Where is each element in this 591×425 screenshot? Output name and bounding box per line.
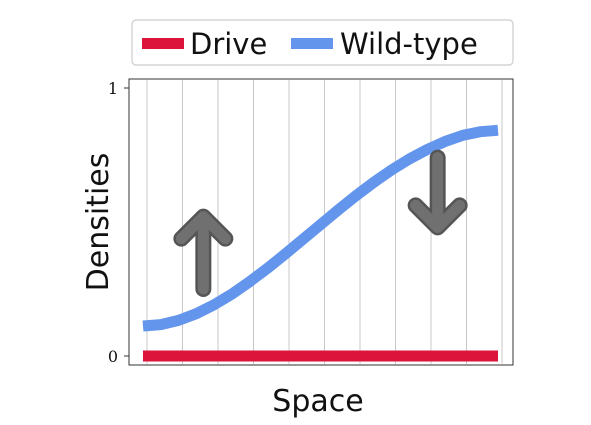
legend-label-wild-type: Wild-type — [340, 27, 478, 61]
y-ticks: 01 — [108, 79, 129, 366]
annotation-layer — [173, 149, 468, 297]
legend-swatch-wild-type — [291, 38, 333, 49]
legend-label-drive: Drive — [190, 27, 267, 61]
series-line-wild-type — [142, 124, 499, 332]
arrow-down-icon — [407, 149, 468, 236]
legend: Drive Wild-type — [131, 19, 514, 66]
plot-frame — [128, 78, 514, 366]
y-tick-label: 1 — [108, 79, 118, 98]
y-axis-label: Densities — [81, 153, 116, 292]
y-tick-label: 0 — [108, 347, 118, 366]
series-layer — [142, 124, 499, 362]
legend-swatch-drive — [142, 38, 184, 49]
arrow-up-icon — [173, 208, 234, 297]
x-axis-label: Space — [272, 384, 363, 419]
plot-area: 01 — [108, 78, 514, 366]
